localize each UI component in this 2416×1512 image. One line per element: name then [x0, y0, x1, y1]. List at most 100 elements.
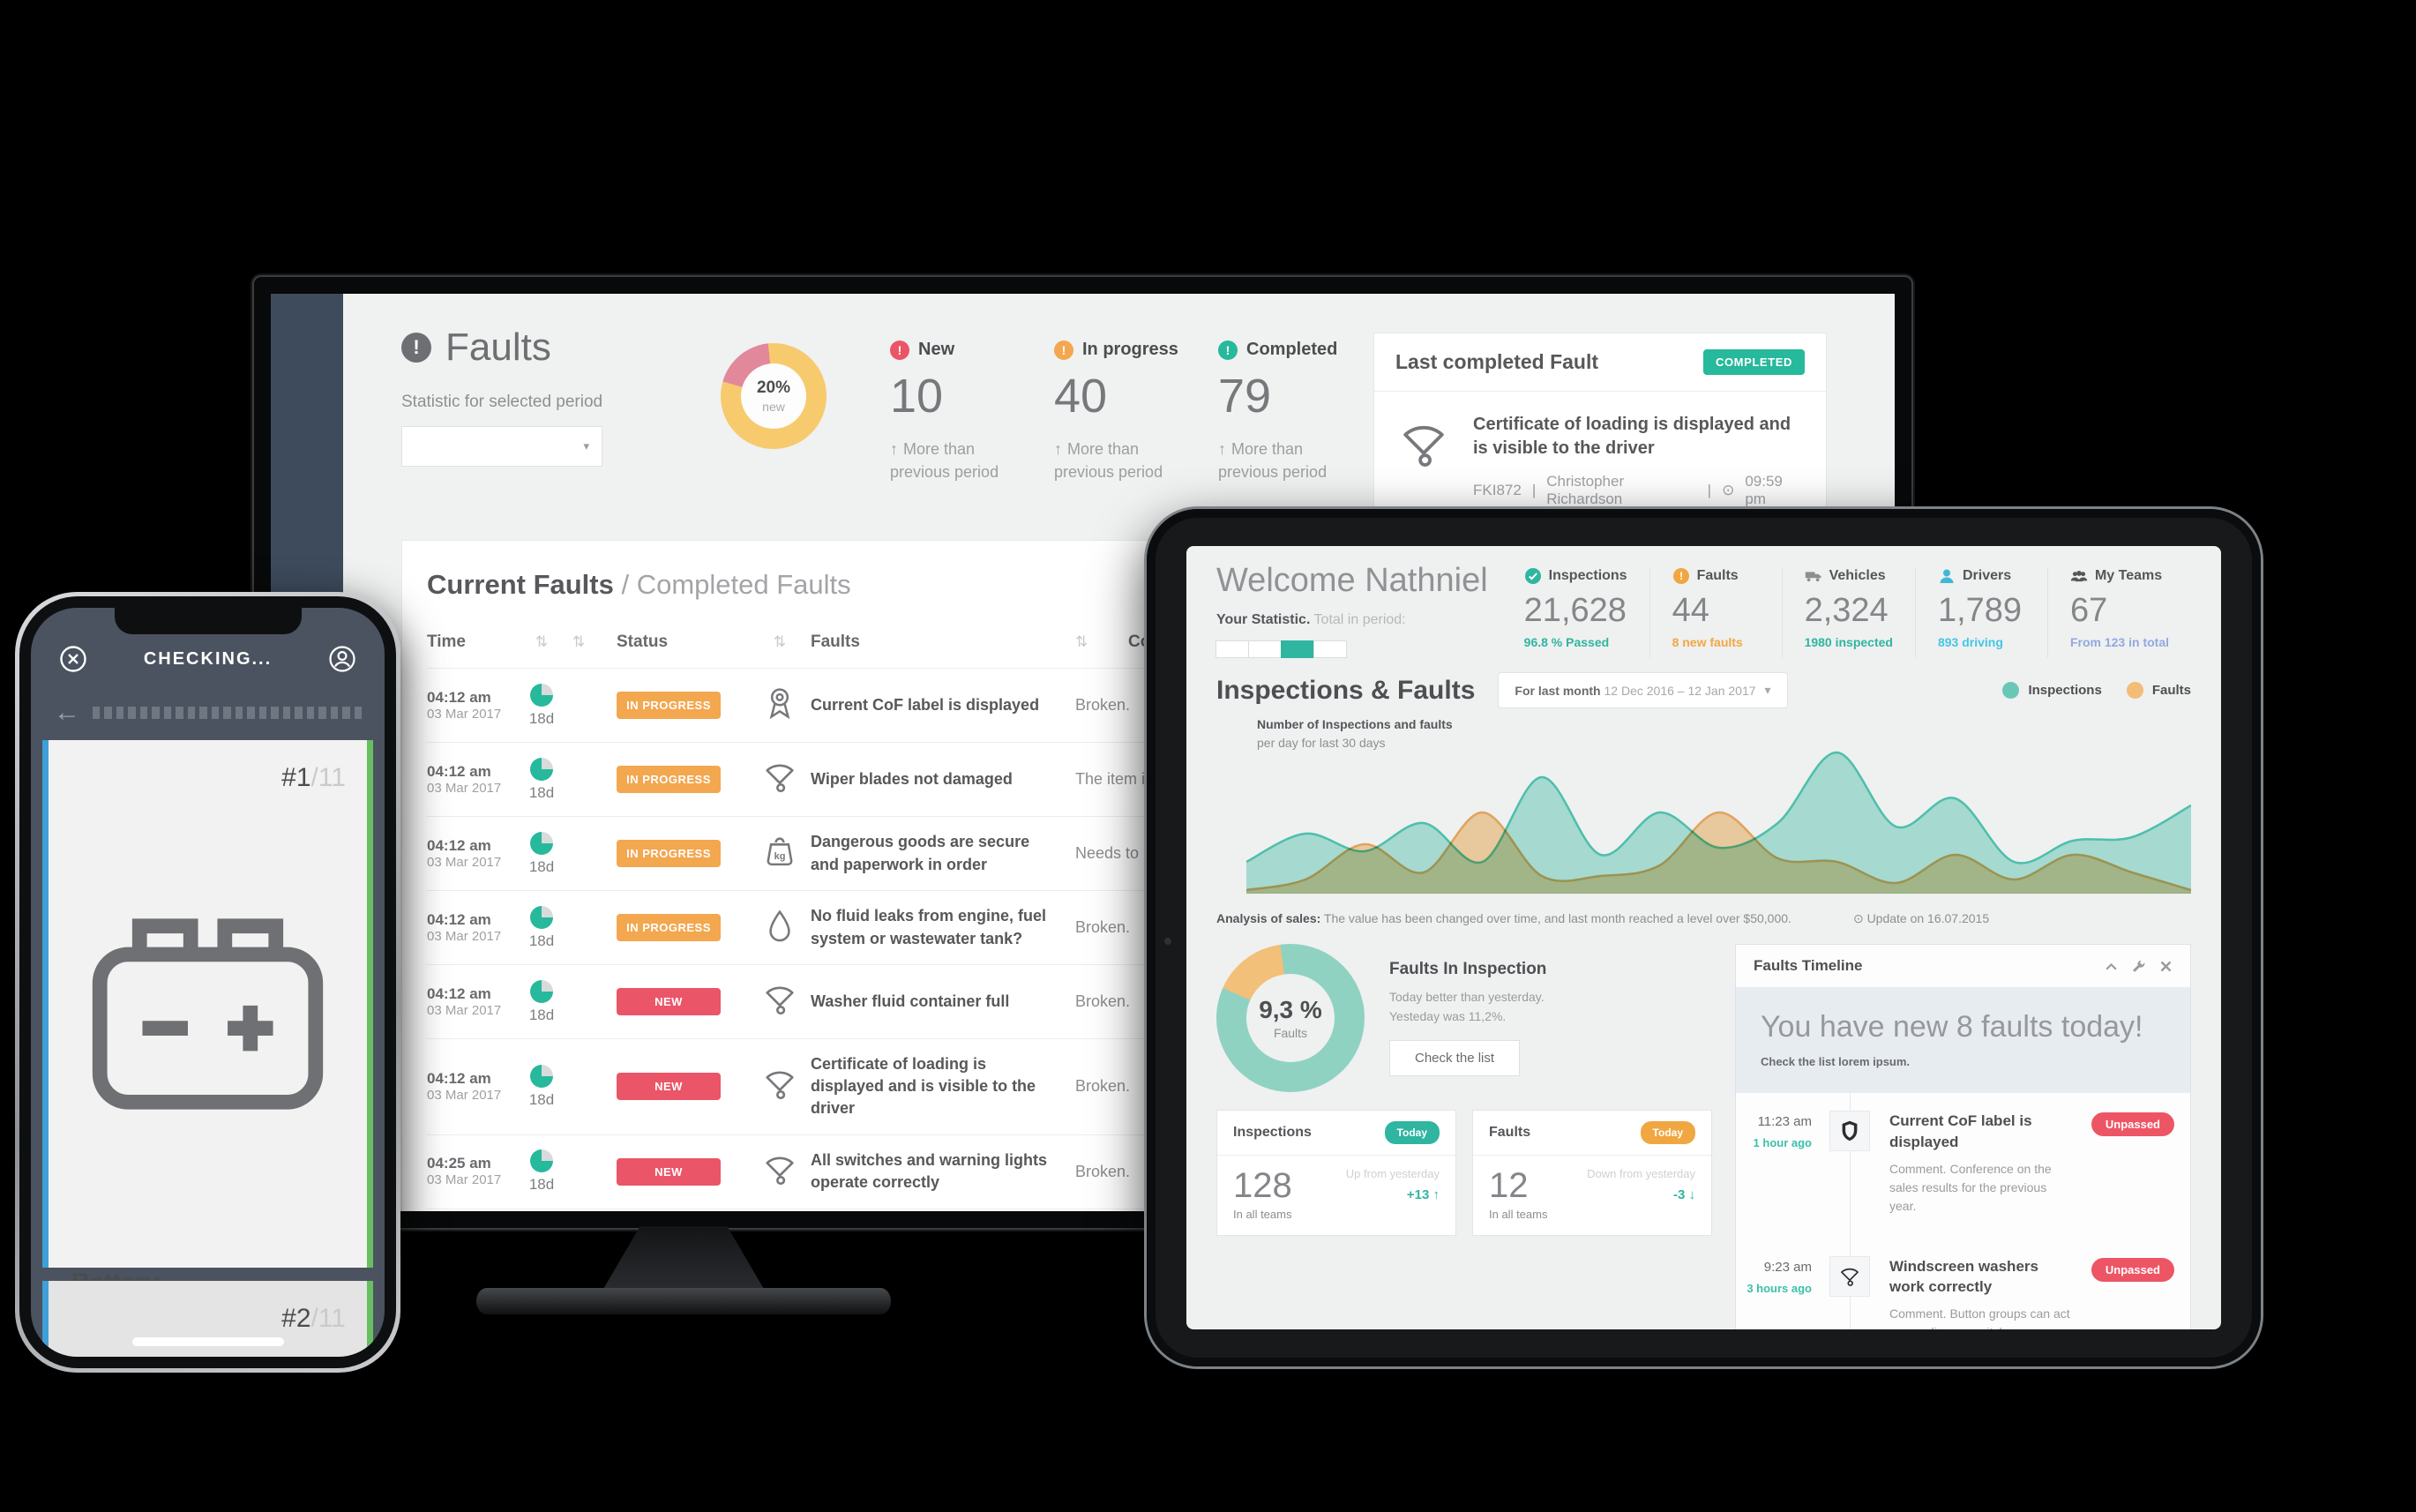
progress-segment: [295, 707, 303, 719]
table-row[interactable]: 04:12 am 03 Mar 2017 18d IN PROGRESS Wipe…: [427, 742, 1390, 816]
legend-dot-icon: [2002, 682, 2020, 699]
today-cards-row: Inspections Today 128 In all teams Up fro…: [1216, 1110, 1712, 1236]
card-title: Last completed Fault: [1395, 350, 1599, 373]
sort-icon[interactable]: ⇅: [773, 633, 787, 650]
stat-label: New: [918, 340, 955, 359]
legend-label: Inspections: [2028, 683, 2102, 698]
pie-progress-icon: [530, 905, 553, 929]
timeline-item[interactable]: 9:23 am 3 hours ago Windscreen washers wo…: [1736, 1238, 2190, 1329]
progress-segment: [342, 707, 350, 719]
fault-type-icon: [760, 980, 799, 1019]
checklist-category-icon: [71, 918, 344, 1252]
item-comment: Comment. Conference on the sales results…: [1889, 1161, 2052, 1213]
col-faults[interactable]: Faults: [811, 632, 860, 651]
collapse-icon[interactable]: [2105, 960, 2118, 973]
table-row[interactable]: 04:12 am 03 Mar 2017 18d NEW Certificate …: [427, 1038, 1390, 1134]
row-date: 03 Mar 2017: [427, 1087, 502, 1103]
progress-segment: [211, 707, 220, 719]
row-fault-text: Dangerous goods are secure and paperwork…: [811, 833, 1030, 873]
period-toggle-button[interactable]: [1281, 640, 1314, 658]
clock-icon: ⊙: [1722, 482, 1735, 498]
sort-icon[interactable]: ⇅: [572, 633, 586, 650]
table-row[interactable]: 04:12 am 03 Mar 2017 18d IN PROGRESS Curr…: [427, 668, 1390, 742]
phone-device: CHECKING... ← #1/11 Battery ○Water level…: [15, 592, 400, 1373]
faults-donut-chart: 20% new: [721, 343, 827, 449]
timeline-items: 11:23 am 1 hour ago Current CoF label is …: [1736, 1093, 2190, 1329]
table-row[interactable]: No fluid leaks from engine: [427, 1208, 1390, 1211]
welcome-title: Welcome Nathniel: [1216, 562, 1488, 599]
back-arrow-icon[interactable]: ←: [54, 698, 80, 727]
card-title: Inspections: [1233, 1125, 1312, 1140]
kpi-icon: [1938, 567, 1956, 585]
progress-segment: [247, 707, 255, 719]
table-row[interactable]: 04:12 am 03 Mar 2017 18d IN PROGRESS No f…: [427, 890, 1390, 964]
tab-current-faults[interactable]: Current Faults: [427, 569, 614, 600]
date-range-dropdown[interactable]: For last month 12 Dec 2016 – 12 Jan 2017…: [1498, 672, 1788, 708]
row-date: 03 Mar 2017: [427, 854, 502, 870]
fault-description: Certificate of loading is displayed and …: [1473, 415, 1791, 458]
tablet-device: Welcome Nathniel Your Statistic. Total i…: [1147, 509, 2261, 1366]
sidebar-nav-icon[interactable]: [291, 421, 323, 453]
sort-icon[interactable]: ⇅: [535, 633, 549, 650]
check-the-list-button[interactable]: Check the list: [1389, 1040, 1521, 1077]
profile-icon[interactable]: [326, 643, 358, 675]
col-status[interactable]: Status: [617, 632, 669, 651]
period-toggle-button[interactable]: [1215, 640, 1249, 658]
sidebar-nav-icon[interactable]: [291, 507, 323, 539]
period-select[interactable]: ▾: [401, 426, 602, 467]
card-value: 12: [1489, 1166, 1529, 1205]
progress-segment: [258, 707, 267, 719]
sort-icon[interactable]: ⇅: [1075, 633, 1088, 650]
kpi-value: 44: [1672, 592, 1709, 629]
today-badge: Today: [1384, 1121, 1440, 1144]
card-delta: -3 ↓: [1672, 1187, 1695, 1203]
table-row[interactable]: 04:12 am 03 Mar 2017 18d NEW Washer fluid…: [427, 964, 1390, 1038]
kpi-subtext: From 123 in total: [2069, 635, 2169, 649]
kpi-label: Faults: [1696, 568, 1739, 583]
close-icon[interactable]: [2159, 960, 2173, 973]
col-time[interactable]: Time: [427, 632, 467, 651]
progress-segment: [199, 707, 207, 719]
wrench-icon[interactable]: [2132, 960, 2145, 973]
timeline-item[interactable]: 11:23 am 1 hour ago Current CoF label is …: [1736, 1093, 2190, 1244]
table-row[interactable]: 04:12 am 03 Mar 2017 18d IN PROGRESS kg D…: [427, 816, 1390, 890]
statistic-line-rest: Total in period:: [1310, 612, 1406, 627]
page-title-text: Faults: [445, 326, 551, 369]
card-note: Down from yesterday: [1587, 1167, 1695, 1180]
tab-completed-faults[interactable]: Completed Faults: [636, 569, 851, 600]
card-counter: #2/11: [281, 1303, 346, 1333]
progress-segment: [330, 707, 339, 719]
period-toggle-button[interactable]: [1248, 640, 1282, 658]
card-note: Up from yesterday: [1345, 1167, 1440, 1180]
row-status-badge: NEW: [617, 1157, 721, 1186]
completed-time: 09:59 pm: [1745, 473, 1783, 507]
row-comment: Broken.: [1075, 1077, 1131, 1096]
area-chart: Number of Inspections and faults per day…: [1216, 717, 2191, 899]
fault-type-icon: kg: [760, 832, 799, 871]
kpi-icon: [1524, 567, 1542, 585]
analysis-bold: Analysis of sales:: [1216, 911, 1321, 925]
fault-type-icon: [1837, 1264, 1862, 1289]
period-toggle-button[interactable]: [1313, 640, 1347, 658]
status-dot-icon: !: [890, 340, 909, 360]
separator: |: [1707, 482, 1712, 498]
legend-item: Faults: [2126, 682, 2191, 699]
up-arrow-icon: ↑: [890, 440, 898, 458]
kpi-stat: My Teams 67 From 123 in total: [2046, 567, 2191, 658]
home-indicator[interactable]: [131, 1337, 284, 1346]
kpi-label: Drivers: [1962, 568, 2012, 583]
row-time: 04:12 am: [427, 910, 491, 928]
fault-type-icon: [1837, 1119, 1862, 1143]
close-icon[interactable]: [57, 643, 89, 675]
item-title: Windscreen washers work correctly: [1889, 1257, 2038, 1296]
section-title: Inspections & Faults: [1216, 675, 1476, 705]
row-date: 03 Mar 2017: [427, 928, 502, 944]
fault-meta: FKI872 | Christopher Richardson | ⊙ 09:5…: [1473, 473, 1805, 508]
kpi-stat: Vehicles 2,324 1980 inspected: [1781, 567, 1915, 658]
kpi-icon: [1805, 567, 1822, 585]
item-time: 9:23 am: [1763, 1259, 1812, 1275]
table-row[interactable]: 04:25 am 03 Mar 2017 18d NEW All switches…: [427, 1134, 1390, 1209]
row-status-badge: NEW: [617, 988, 721, 1015]
sidebar-nav-icon[interactable]: [291, 334, 323, 366]
kpi-value: 67: [2069, 592, 2108, 629]
